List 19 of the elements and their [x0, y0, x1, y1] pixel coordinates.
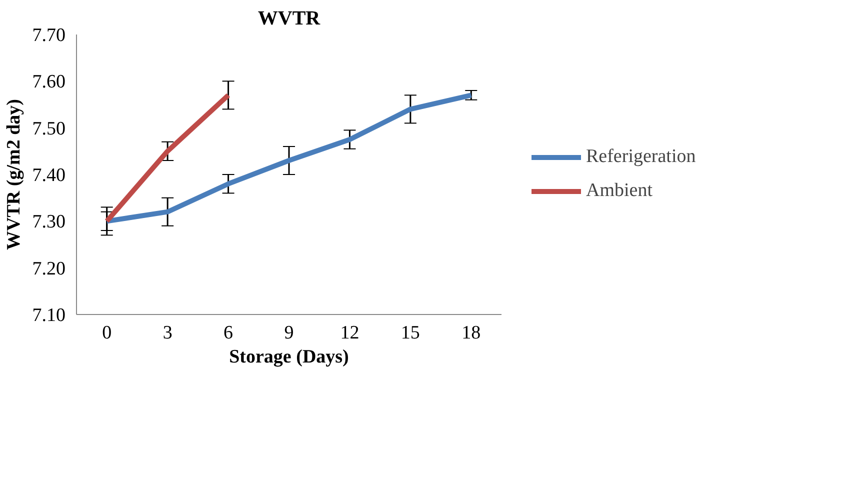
x-tick-label: 0: [102, 322, 112, 344]
x-tick-label: 6: [224, 322, 234, 344]
x-tick-label: 12: [340, 322, 360, 344]
legend-label: Ambient: [586, 180, 652, 202]
y-tick-label: 7.20: [32, 258, 66, 280]
x-tick-label: 15: [400, 322, 420, 344]
x-axis-title: Storage (Days): [229, 346, 349, 368]
y-axis-title: WVTR (g/m2 day): [3, 99, 24, 250]
y-tick-label: 7.50: [32, 118, 66, 140]
y-tick-label: 7.40: [32, 165, 66, 186]
y-tick-label: 7.60: [32, 72, 66, 93]
y-tick-label: 7.30: [32, 212, 66, 233]
x-tick-label: 3: [162, 322, 172, 344]
x-tick-label: 9: [284, 322, 294, 344]
x-tick-label: 18: [462, 322, 481, 344]
y-tick-label: 7.10: [32, 305, 66, 326]
legend-label: Referigeration: [586, 146, 696, 168]
chart-title: WVTR: [258, 8, 321, 30]
y-tick-label: 7.70: [32, 25, 66, 46]
